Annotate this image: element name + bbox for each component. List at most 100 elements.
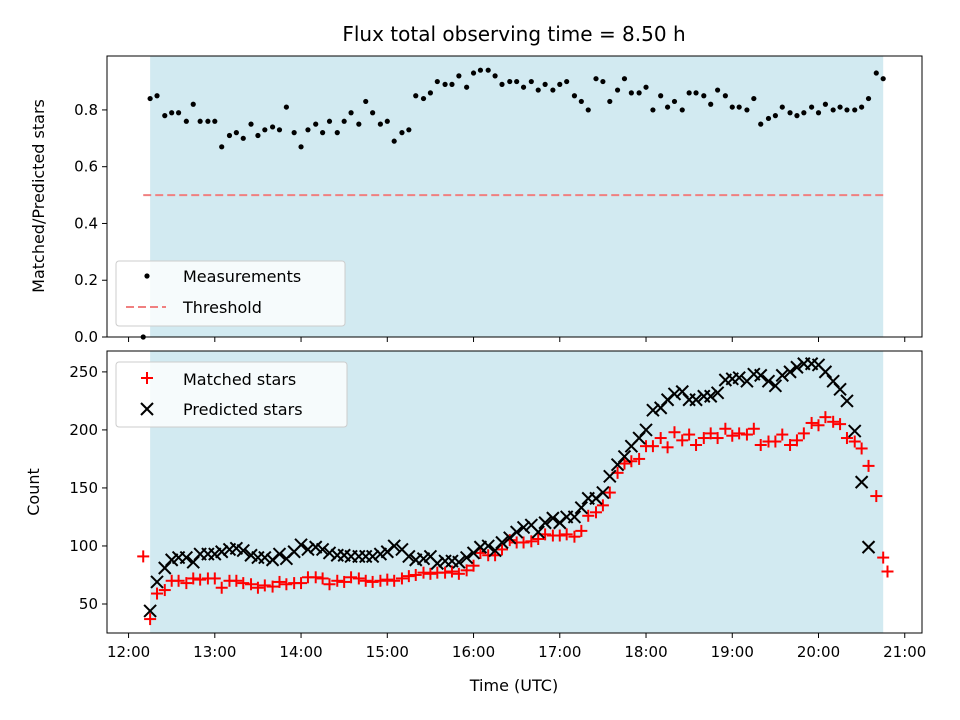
- predicted-star-point: [365, 549, 380, 564]
- measurement-point: [356, 121, 362, 127]
- measurement-point: [240, 135, 246, 141]
- matched-star-point: [596, 499, 609, 512]
- measurement-point: [528, 78, 534, 85]
- x-tick-label: 21:00: [883, 643, 926, 661]
- matched-star-point: [877, 551, 890, 564]
- matched-star-point: [646, 440, 659, 453]
- predicted-star-point: [179, 550, 194, 565]
- matched-star-point: [697, 432, 710, 445]
- measurement-point: [715, 87, 721, 93]
- matched-star-point: [417, 566, 430, 579]
- top-y-axis-label: Matched/Predicted stars: [29, 99, 48, 293]
- matched-star-point: [194, 573, 207, 586]
- measurement-point: [313, 121, 319, 127]
- measurement-point: [147, 95, 153, 102]
- matched-star-point: [870, 490, 883, 503]
- measurement-point: [671, 98, 678, 105]
- matched-star-point: [517, 536, 530, 549]
- legend-predicted-marker: [140, 402, 154, 416]
- top-y-ticks: 0.0 0.2 0.4 0.6 0.8: [74, 101, 107, 346]
- measurement-point: [370, 110, 376, 116]
- predicted-star-point: [567, 510, 582, 524]
- predicted-star-point: [646, 403, 660, 417]
- matched-star-point: [151, 587, 164, 600]
- measurement-point: [485, 67, 491, 73]
- predicted-star-point: [596, 485, 610, 500]
- matched-star-point: [215, 581, 228, 594]
- matched-star-point: [439, 566, 452, 579]
- panel-top: 0.00.20.40.60.8 Matched/Predicted stars …: [29, 55, 923, 346]
- matched-star-point: [625, 455, 638, 468]
- predicted-star-point: [459, 550, 474, 565]
- measurement-point: [593, 76, 599, 82]
- x-tick-label: 18:00: [624, 643, 667, 661]
- measurement-point: [449, 81, 455, 87]
- measurement-point: [219, 144, 225, 150]
- measurement-point: [492, 73, 498, 79]
- x-tick-label: 15:00: [366, 643, 409, 661]
- measurement-point: [162, 113, 168, 119]
- predicted-star-point: [322, 546, 337, 560]
- matched-star-point: [805, 416, 818, 429]
- predicted-star-point: [710, 386, 725, 400]
- matched-star-point: [452, 567, 465, 580]
- measurement-point: [334, 130, 340, 136]
- predicted-star-point: [833, 382, 847, 397]
- measurement-point: [787, 110, 793, 116]
- measurement-point: [298, 144, 304, 150]
- predicted-star-point: [617, 449, 632, 464]
- bottom-axes-frame: [106, 350, 923, 634]
- x-tick-label: 16:00: [452, 643, 495, 661]
- matched-star-point: [402, 570, 415, 583]
- measurement-point: [262, 127, 268, 133]
- matched-star-point: [532, 533, 545, 545]
- matched-star-point: [575, 524, 588, 537]
- measurement-point: [326, 118, 333, 124]
- chart-title: Flux total observing time = 8.50 h: [342, 22, 685, 46]
- matched-star-point: [316, 572, 329, 585]
- predicted-star-point: [258, 550, 272, 565]
- legend-matched-label: Matched stars: [183, 370, 296, 389]
- matched-star-point: [266, 580, 279, 593]
- matched-star-point: [590, 506, 602, 519]
- predicted-star-point: [509, 525, 524, 539]
- matched-star-point: [676, 434, 689, 447]
- matched-star-point: [881, 565, 894, 578]
- measurement-point: [283, 104, 289, 110]
- measurement-point: [276, 127, 283, 133]
- measurement-point: [758, 121, 764, 127]
- matched-star-point: [668, 426, 681, 439]
- predicted-star-point: [531, 525, 545, 539]
- measurement-point: [420, 95, 427, 102]
- predicted-star-point: [818, 365, 833, 379]
- predicted-star-point: [516, 520, 531, 535]
- measurement-point: [464, 84, 470, 90]
- panel-bottom: 50 100 150 200 250 12:00 13:00 14:00 15:00 16:00…: [24, 350, 926, 695]
- top-y-tick-label: 0.6: [74, 158, 98, 176]
- measurement-point: [708, 101, 714, 107]
- measurement-point: [507, 78, 513, 85]
- measurement-point: [600, 78, 606, 85]
- measurement-point: [830, 107, 836, 113]
- measurement-point: [693, 90, 699, 96]
- matched-star-point: [366, 575, 379, 588]
- matched-star-point: [819, 411, 832, 424]
- bottom-legend: Matched stars Predicted stars: [115, 361, 348, 428]
- bottom-x-ticks: 12:00 13:00 14:00 15:00 16:00 17:00 18:00 19:00…: [107, 633, 926, 661]
- matched-star-point: [137, 550, 150, 563]
- matched-star-point: [467, 559, 480, 572]
- predicted-star-point: [214, 545, 229, 559]
- matched-star-point: [862, 459, 875, 472]
- predicted-star-point: [452, 555, 466, 569]
- predicted-star-point: [294, 538, 308, 552]
- matched-star-point: [251, 581, 264, 594]
- matched-star-point: [719, 422, 732, 435]
- predicted-star-point: [603, 469, 617, 484]
- predicted-star-point: [783, 365, 797, 379]
- measurement-point: [269, 124, 276, 130]
- predicted-star-point: [236, 543, 250, 558]
- measurement-point: [815, 110, 822, 116]
- matched-star-point: [359, 574, 372, 587]
- matched-star-point: [568, 530, 581, 543]
